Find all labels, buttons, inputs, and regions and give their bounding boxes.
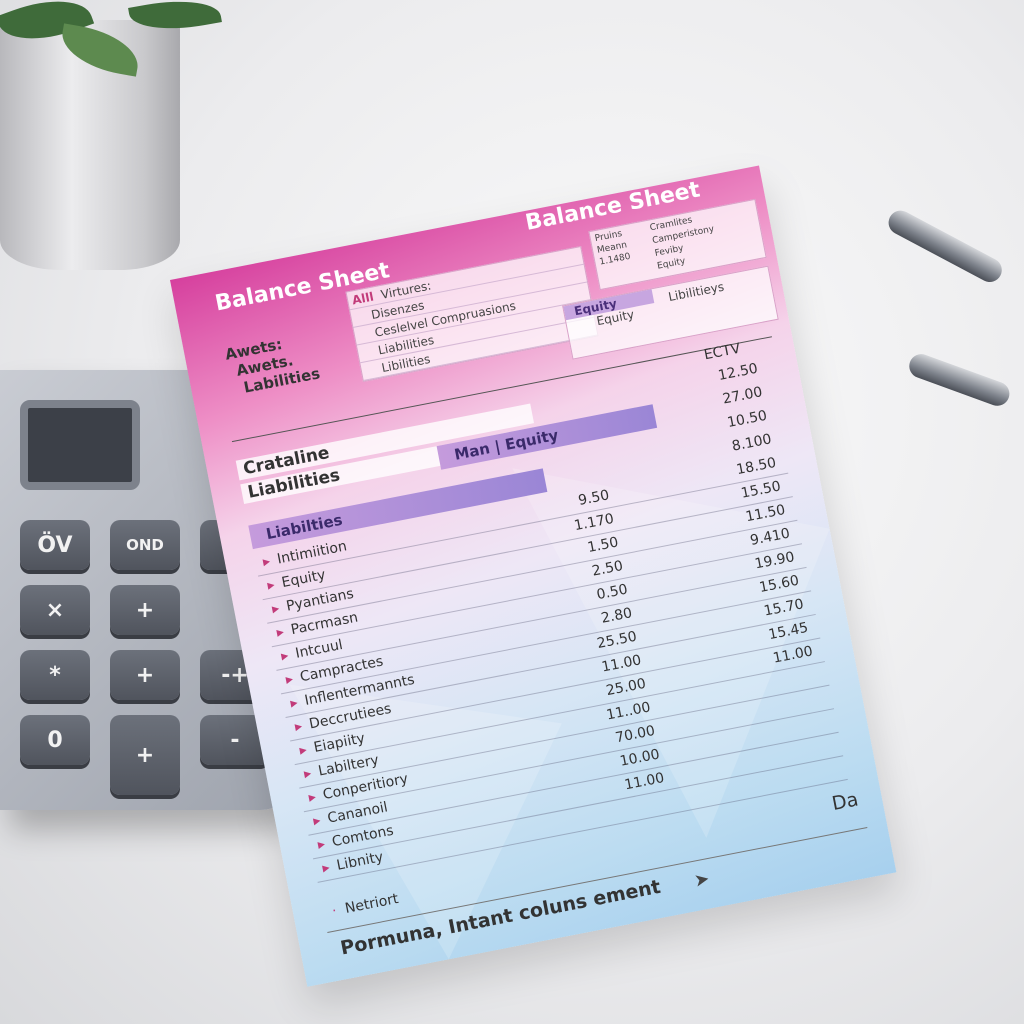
calc-key[interactable]: × <box>20 585 90 635</box>
cursor-arrow-icon: ➤ <box>692 868 712 892</box>
row-label: Equity <box>280 566 327 592</box>
row-label: Libnity <box>335 849 385 874</box>
col-header-ectv: ECTV <box>702 340 742 364</box>
calc-key[interactable]: + <box>110 585 180 635</box>
calc-key[interactable]: 0 <box>20 715 90 765</box>
col-header-man: Man <box>452 439 492 464</box>
calc-key[interactable]: + <box>110 715 180 795</box>
col-header-equity: Equity <box>503 425 560 454</box>
calc-key[interactable]: OND <box>110 520 180 570</box>
equity-box: Equity Equity Libilitieys <box>562 265 779 360</box>
calc-key[interactable]: ÖV <box>20 520 90 570</box>
marker: Alll <box>350 289 375 308</box>
calc-key[interactable]: * <box>20 650 90 700</box>
calc-key[interactable]: + <box>110 650 180 700</box>
col-header-band: Man | Equity <box>436 404 658 470</box>
calculator-display <box>20 400 140 490</box>
footer-right: Da <box>830 788 861 816</box>
